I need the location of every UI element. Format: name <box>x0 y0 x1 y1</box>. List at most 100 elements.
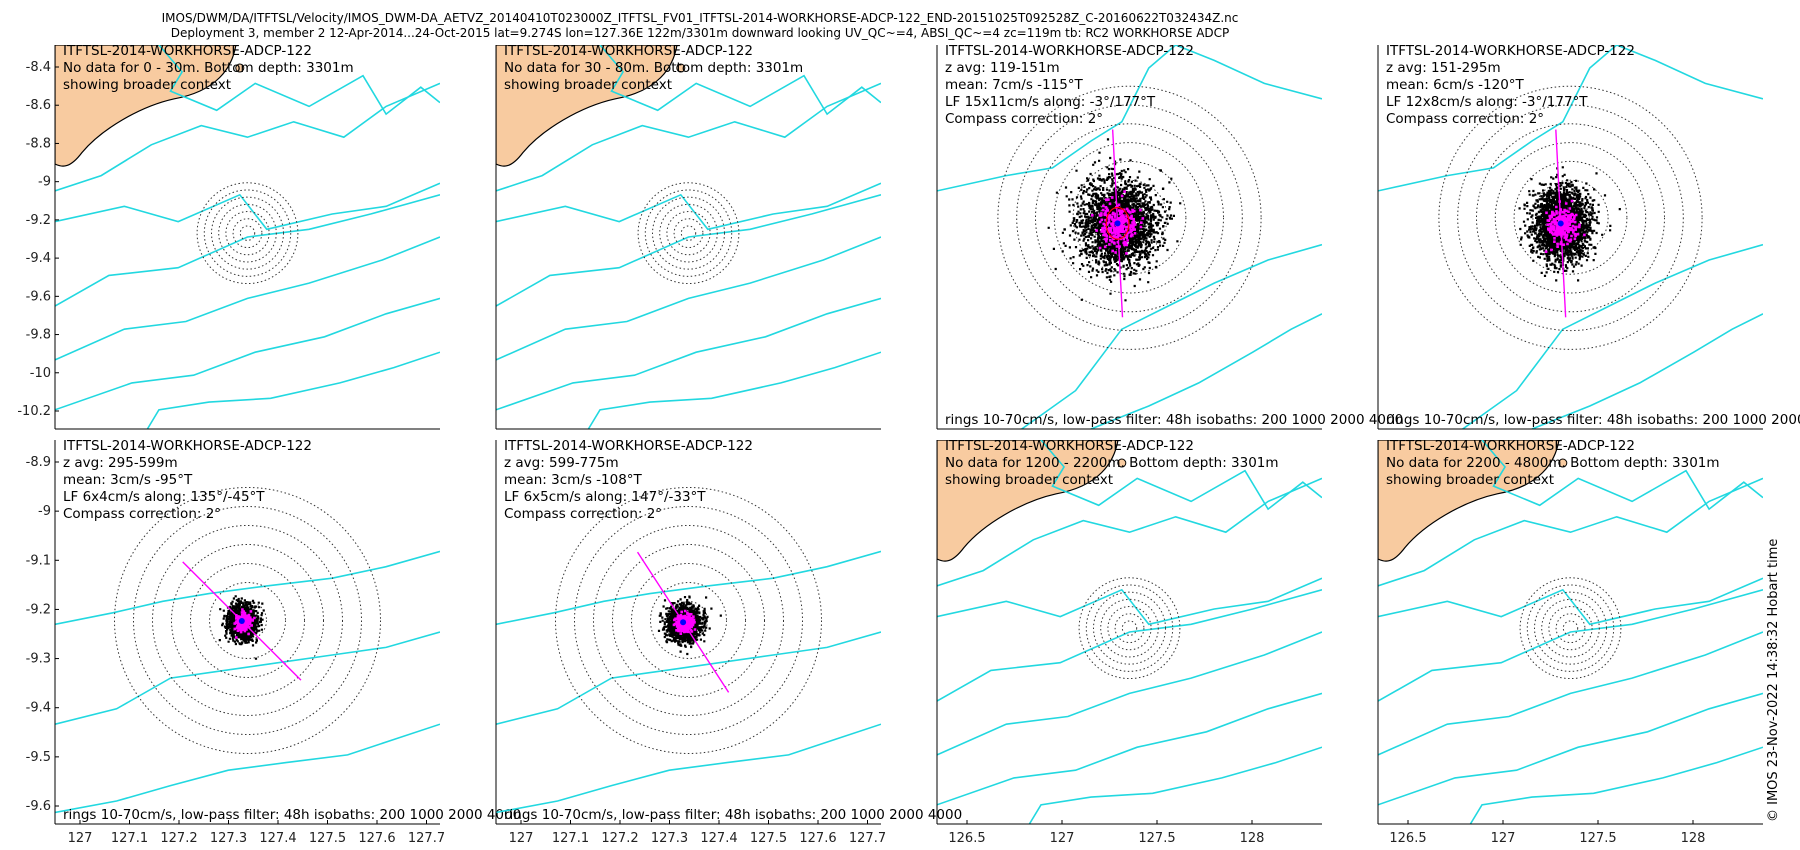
speed-ring <box>574 505 803 735</box>
panel-title: ITFTSL-2014-WORKHORSE-ADCP-122 <box>945 438 1194 454</box>
panel-title: ITFTSL-2014-WORKHORSE-ADCP-122 <box>504 438 753 454</box>
y-tick-label: -9 <box>38 175 51 190</box>
y-tick-label: -8.8 <box>26 136 51 151</box>
isobath-line <box>1175 45 1322 100</box>
isobath-line <box>55 182 440 231</box>
isobath-line <box>496 723 881 814</box>
x-tick-label: 127.5 <box>309 831 346 846</box>
x-tick-label: 127.7 <box>408 831 445 846</box>
y-tick-label: -9.6 <box>26 289 51 304</box>
x-tick-label: 126.5 <box>948 831 985 846</box>
panel-title: ITFTSL-2014-WORKHORSE-ADCP-122 <box>63 43 312 59</box>
x-tick-label: 128 <box>1681 831 1706 846</box>
isobath-line <box>1531 313 1763 429</box>
island <box>235 63 245 73</box>
y-tick-label: -9.8 <box>26 328 51 343</box>
x-tick-label: 127.4 <box>700 831 737 846</box>
land-mass <box>937 440 1119 562</box>
panel-info-line: z avg: 599-775m <box>504 455 619 471</box>
y-tick-label: -8.4 <box>26 60 51 75</box>
map-layer <box>496 45 881 429</box>
map-layer <box>1378 440 1763 824</box>
panel-footer: rings 10-70cm/s, low-pass filter: 48h is… <box>945 412 1403 428</box>
panel-info-line: LF 12x8cm/s along: -3°/177°T <box>1386 94 1588 110</box>
speed-ring <box>196 182 299 285</box>
speed-ring <box>211 196 284 270</box>
x-tick-label: 127 <box>68 831 93 846</box>
isobath-line <box>146 351 440 429</box>
isobath-line <box>1378 45 1618 192</box>
isobath-line <box>55 723 440 814</box>
map-layer <box>937 440 1322 824</box>
x-tick-label: 126.5 <box>1389 831 1426 846</box>
x-tick-label: 127.3 <box>651 831 688 846</box>
x-tick-label: 128 <box>1240 831 1265 846</box>
x-tick-label: 127.5 <box>750 831 787 846</box>
speed-ring <box>666 211 711 256</box>
isobath-line <box>55 631 440 725</box>
lowpass-points <box>1544 199 1586 253</box>
y-tick-label: -8.9 <box>26 455 51 470</box>
speed-ring <box>225 211 270 256</box>
speed-ring <box>232 218 263 249</box>
panel-info-line: z avg: 151-295m <box>1386 60 1501 76</box>
timestamp-stamp: © IMOS 23-Nov-2022 14:38:32 Hobart time <box>1766 539 1781 822</box>
speed-ring <box>680 225 697 241</box>
isobath-line <box>496 194 881 307</box>
isobath-line <box>1378 477 1763 587</box>
speed-ring <box>133 505 362 735</box>
speed-ring <box>1100 598 1159 658</box>
x-tick-label: 127.3 <box>210 831 247 846</box>
isobath-line <box>1021 243 1322 429</box>
panel-info-line: mean: 3cm/s -95°T <box>63 472 193 488</box>
panel-info-line: z avg: 119-151m <box>945 60 1060 76</box>
panel-info-line: LF 15x11cm/s along: -3°/177°T <box>945 94 1156 110</box>
panel-info-line: showing broader context <box>63 77 231 93</box>
x-tick-label: 127.2 <box>601 831 638 846</box>
panel-info-line: showing broader context <box>504 77 672 93</box>
isobath-line <box>1378 692 1763 806</box>
x-tick-label: 127.2 <box>160 831 197 846</box>
panel-info-line: mean: 7cm/s -115°T <box>945 77 1084 93</box>
y-tick-label: -9.2 <box>26 602 51 617</box>
y-tick-label: -9.6 <box>26 799 51 814</box>
x-tick-label: 127.6 <box>799 831 836 846</box>
speed-ring <box>1494 142 1647 294</box>
scatter-points <box>1518 166 1621 282</box>
isobath-line <box>496 631 881 725</box>
panel-info-line: mean: 6cm/s -120°T <box>1386 77 1525 93</box>
panel-info-line: No data for 30 - 80m. Bottom depth: 3301… <box>504 60 803 76</box>
isobath-line <box>55 550 440 626</box>
speed-ring <box>1093 591 1166 665</box>
speed-ring <box>555 486 822 754</box>
speed-ring <box>1114 613 1145 644</box>
isobath-line <box>496 297 881 411</box>
isobath-line <box>937 589 1322 702</box>
x-tick-label: 127.5 <box>1579 831 1616 846</box>
isobath-line <box>496 182 881 231</box>
speed-ring <box>218 203 277 263</box>
isobath-line <box>496 236 881 361</box>
speed-ring <box>1526 584 1615 672</box>
panel-title: ITFTSL-2014-WORKHORSE-ADCP-122 <box>1386 438 1635 454</box>
header-line-1: IMOS/DWM/DA/ITFTSL/Velocity/IMOS_DWM-DA_… <box>162 11 1239 25</box>
mean-velocity-marker <box>1557 220 1564 227</box>
panel-title: ITFTSL-2014-WORKHORSE-ADCP-122 <box>1386 43 1635 59</box>
speed-ring <box>997 85 1262 350</box>
isobath-line <box>937 692 1322 806</box>
y-tick-label: -9.5 <box>26 750 51 765</box>
isobath-line <box>55 236 440 361</box>
isobath-line <box>1378 631 1763 756</box>
map-layer <box>937 45 1322 429</box>
speed-ring <box>673 218 704 249</box>
map-layer <box>55 45 440 429</box>
